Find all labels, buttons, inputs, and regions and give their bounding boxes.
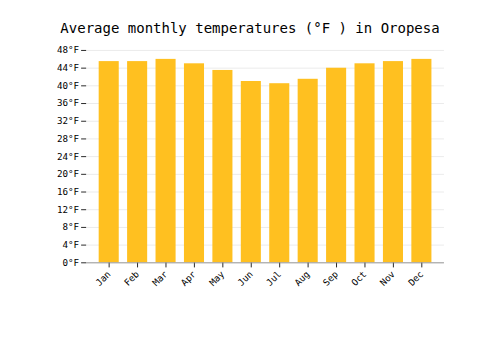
svg-text:40°F: 40°F	[57, 80, 79, 91]
svg-text:Mar: Mar	[150, 268, 170, 288]
svg-text:0°F: 0°F	[62, 257, 79, 268]
svg-text:8°F: 8°F	[62, 221, 79, 232]
svg-text:12°F: 12°F	[57, 204, 79, 215]
svg-text:Jun: Jun	[235, 268, 255, 288]
svg-text:Nov: Nov	[377, 268, 397, 288]
svg-text:44°F: 44°F	[57, 62, 79, 73]
svg-text:28°F: 28°F	[57, 133, 79, 144]
svg-text:16°F: 16°F	[57, 186, 79, 197]
svg-text:48°F: 48°F	[57, 44, 79, 55]
svg-text:Jan: Jan	[93, 268, 113, 288]
svg-text:4°F: 4°F	[62, 239, 79, 250]
svg-text:Feb: Feb	[122, 268, 142, 288]
svg-text:Jul: Jul	[264, 268, 284, 288]
svg-text:May: May	[207, 268, 227, 288]
svg-text:Apr: Apr	[178, 268, 198, 288]
svg-text:20°F: 20°F	[57, 168, 79, 179]
svg-text:Oct: Oct	[349, 268, 369, 288]
html-text:Average monthly temperatures (: Average monthly temperatures (°F ) in Or…	[60, 20, 440, 36]
svg-text:Sep: Sep	[321, 268, 341, 288]
svg-text:24°F: 24°F	[57, 151, 79, 162]
svg-text:36°F: 36°F	[57, 97, 79, 108]
svg-text:32°F: 32°F	[57, 115, 79, 126]
svg-text:Aug: Aug	[292, 268, 312, 288]
svg-text:Dec: Dec	[406, 268, 426, 288]
